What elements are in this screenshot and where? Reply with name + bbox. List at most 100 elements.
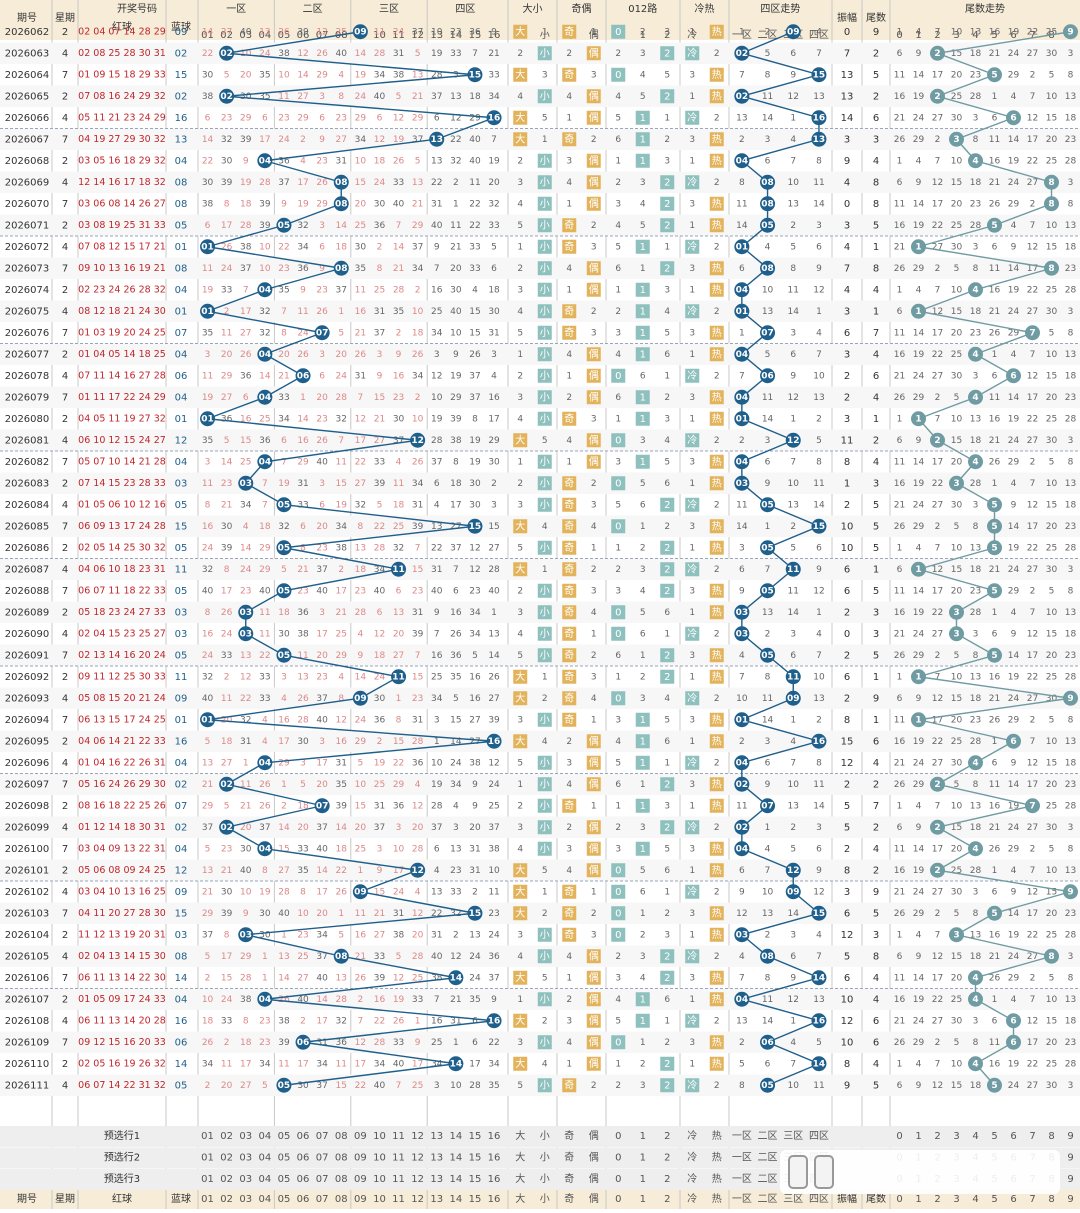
- daxiao-mark: 小: [540, 1036, 550, 1048]
- miss-value: 15: [469, 307, 480, 317]
- tail-digit: 4: [873, 457, 879, 468]
- issue-number: 2026062: [5, 27, 50, 38]
- miss-value: 33: [221, 285, 232, 295]
- lengre-mark: 热: [712, 1057, 722, 1070]
- miss-value: 1: [689, 27, 695, 37]
- miss-value: 2: [591, 479, 597, 489]
- miss-value: 10: [1046, 221, 1058, 231]
- miss-value: 18: [970, 49, 982, 59]
- miss-value: 5: [954, 1038, 960, 1048]
- zone-marker: [734, 755, 750, 771]
- miss-value: 1: [566, 371, 572, 381]
- miss-value: 1: [664, 758, 670, 768]
- miss-value: 12: [932, 1081, 943, 1091]
- miss-value: 13: [1065, 221, 1076, 231]
- miss-value: 27: [932, 242, 943, 252]
- miss-value: 12: [412, 801, 423, 811]
- miss-value: 10: [297, 909, 309, 919]
- miss-value: 25: [355, 844, 366, 854]
- miss-value: 40: [374, 92, 386, 102]
- tail-marker: [949, 604, 964, 620]
- miss-value: 12: [788, 92, 799, 102]
- miss-value: 28: [970, 737, 982, 747]
- blue-ball-marker-label: 04: [259, 844, 272, 854]
- miss-value: 12: [393, 973, 404, 983]
- miss-value: 1: [517, 995, 523, 1005]
- miss-value: 18: [970, 307, 982, 317]
- miss-value: 21: [894, 1016, 905, 1026]
- miss-value: 5: [765, 350, 771, 360]
- jiou-mark: 偶: [589, 261, 599, 274]
- miss-value: 2: [591, 909, 597, 919]
- zone-marker-label: 04: [736, 393, 749, 403]
- miss-value: 28: [1065, 285, 1077, 295]
- tail-marker-label: 2: [934, 866, 940, 876]
- weekday: 7: [62, 586, 68, 597]
- miss-value: 28: [1065, 930, 1077, 940]
- zone-marker-label: 08: [761, 199, 774, 209]
- jiou-badge: [562, 24, 577, 39]
- miss-value: 6: [816, 543, 822, 553]
- lu-badge: [635, 734, 650, 749]
- daxiao-badge: [537, 927, 552, 942]
- jiou-badge: [562, 884, 577, 899]
- miss-value: 16: [393, 371, 405, 381]
- miss-value: 38: [469, 758, 481, 768]
- tail-marker-label: 4: [972, 285, 978, 295]
- lu-badge: [635, 755, 650, 770]
- miss-value: 32: [221, 135, 232, 145]
- miss-value: 22: [932, 221, 943, 231]
- miss-value: 20: [951, 586, 963, 596]
- miss-value: 14: [336, 823, 348, 833]
- miss-value: 15: [1046, 113, 1057, 123]
- zone-marker-label: 08: [761, 264, 774, 274]
- miss-value: 8: [224, 930, 230, 940]
- miss-value: 28: [336, 995, 348, 1005]
- miss-value: 3: [640, 694, 646, 704]
- jiou-badge: [562, 239, 577, 254]
- jiou-badge: [562, 562, 577, 577]
- miss-value: 11: [762, 393, 773, 403]
- lu-mark: 1: [640, 801, 646, 812]
- miss-value: 1: [992, 995, 998, 1005]
- miss-value: 3: [591, 672, 597, 682]
- miss-value: 3: [517, 930, 523, 940]
- miss-value: 36: [278, 156, 290, 166]
- preselect-zone-number: 14: [449, 1153, 462, 1164]
- miss-value: 20: [951, 199, 963, 209]
- header-zone-number: 10: [373, 30, 386, 41]
- daxiao-badge: [537, 1035, 552, 1050]
- miss-value: 13: [336, 973, 347, 983]
- lengre-badge: [709, 777, 724, 792]
- miss-value: 3: [542, 70, 548, 80]
- blue-ball-marker: [276, 1077, 292, 1093]
- lu-mark: 0: [615, 693, 621, 704]
- miss-value: 19: [297, 199, 309, 209]
- jiou-mark: 奇: [564, 519, 574, 532]
- miss-value: 1: [566, 113, 572, 123]
- issue-number: 2026073: [5, 263, 50, 274]
- miss-value: 25: [431, 307, 442, 317]
- miss-value: 5: [542, 973, 548, 983]
- header-一区: 一区: [226, 3, 246, 15]
- miss-value: 5: [664, 328, 670, 338]
- table-row: 2026094 7 06 13 15 17 24 25 01 20 32 4 16 28 40 12…: [5, 712, 1074, 727]
- miss-value: 6: [664, 350, 670, 360]
- miss-value: 5: [664, 457, 670, 467]
- miss-value: 31: [240, 737, 251, 747]
- tail-marker: [1044, 260, 1059, 276]
- miss-value: 10: [1046, 995, 1058, 1005]
- header-zone-number: 16: [488, 30, 501, 41]
- jiou-badge: [562, 927, 577, 942]
- lu-badge: [660, 970, 675, 985]
- miss-value: 3: [689, 199, 695, 209]
- tail-marker: [1006, 1013, 1021, 1029]
- miss-value: 1: [434, 737, 440, 747]
- miss-value: 9: [1011, 500, 1017, 510]
- miss-value: 23: [278, 113, 289, 123]
- footer-lengre: 冷: [687, 1192, 697, 1205]
- preselect-zone-number: 02: [220, 1153, 233, 1164]
- header-zone-number: 12: [411, 30, 424, 41]
- miss-value: 26: [488, 672, 500, 682]
- preselect-zone-number: 10: [373, 1131, 386, 1142]
